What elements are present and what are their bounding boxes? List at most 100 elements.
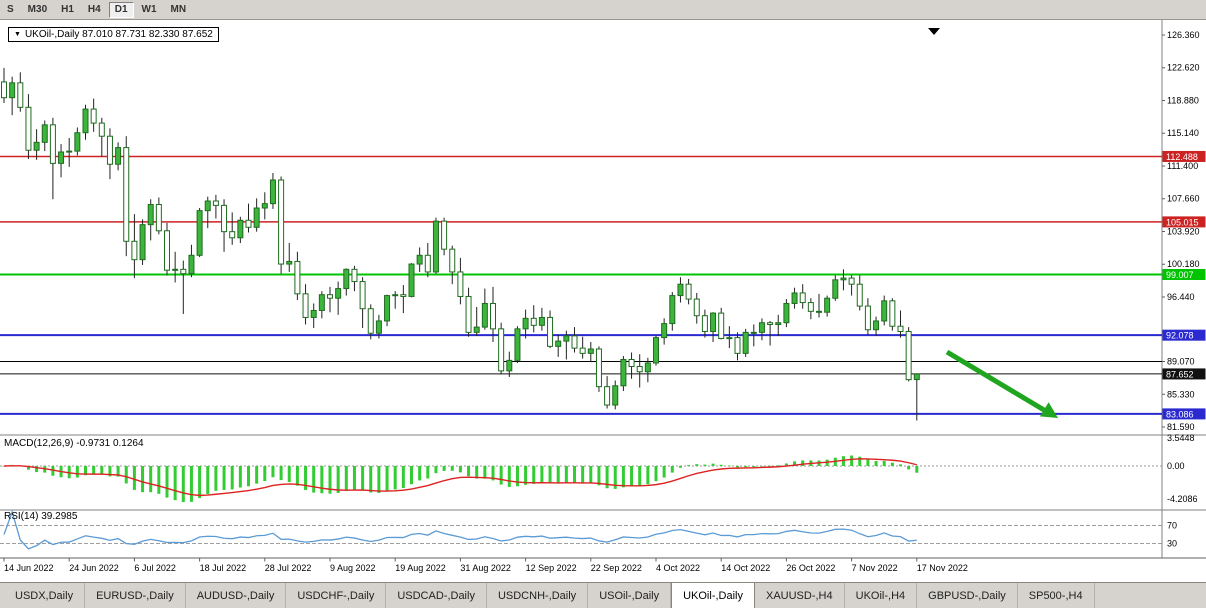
price-axis-tick: 118.880	[1167, 95, 1199, 105]
date-axis-label: 26 Oct 2022	[786, 563, 835, 573]
chart-area: 126.360 122.620 118.880 115.140 111.400 107.6…	[0, 20, 1206, 582]
chart-tab-ukoil-daily[interactable]: UKOil-,Daily	[671, 582, 755, 608]
chart-tab-xauusd-h4[interactable]: XAUUSD-,H4	[755, 583, 845, 608]
chart-tab-usdx-daily[interactable]: USDX,Daily	[4, 583, 86, 608]
macd-histogram-bar	[352, 466, 356, 490]
chart-tab-ukoil-h4[interactable]: UKOil-,H4	[845, 583, 918, 608]
macd-histogram-bar	[866, 459, 870, 466]
macd-histogram-bar	[670, 466, 674, 473]
price-axis-tick: 126.360	[1167, 30, 1200, 40]
price-badges: 112.488 105.015 99.007 92.078 87.652 83.086	[1162, 150, 1206, 420]
macd-histogram-bar	[841, 456, 845, 466]
timeframe-button-h4[interactable]: H4	[87, 3, 101, 15]
price-badge-label: 92.078	[1166, 331, 1194, 341]
chart-tab-usdchf-daily[interactable]: USDCHF-,Daily	[286, 583, 387, 608]
macd-histogram-bar	[784, 463, 788, 466]
macd-histogram-bar	[776, 465, 780, 466]
chart-tab-eurusd-daily[interactable]: EURUSD-,Daily	[85, 583, 186, 608]
macd-histogram-bar	[230, 466, 234, 490]
macd-histogram-bar	[540, 466, 544, 483]
date-axis-label: 12 Sep 2022	[526, 563, 577, 573]
macd-histogram-bar	[279, 466, 283, 481]
macd-histogram-bar	[434, 466, 438, 474]
macd-histogram-bar	[695, 464, 699, 466]
macd-histogram-bar	[328, 466, 332, 494]
macd-histogram-bar	[768, 465, 772, 467]
macd-histogram-bar	[206, 466, 210, 495]
macd-axis-tick: 0.00	[1167, 461, 1185, 471]
chart-title-box: ▼ UKOil-,Daily 87.010 87.731 82.330 87.65…	[8, 27, 219, 42]
timeframe-button-s[interactable]: S	[7, 3, 14, 15]
chart-tab-usoil-daily[interactable]: USOil-,Daily	[588, 583, 672, 608]
macd-histogram-bar	[687, 465, 691, 466]
chart-tab-usdcad-daily[interactable]: USDCAD-,Daily	[386, 583, 487, 608]
macd-histogram-bar	[116, 466, 120, 477]
rsi-axis-tick: 70	[1167, 521, 1177, 531]
price-axis-tick: 100.180	[1167, 259, 1200, 269]
macd-histogram-bar	[157, 466, 161, 494]
macd-histogram-bar	[2, 466, 6, 467]
macd-histogram-bar	[703, 464, 707, 466]
price-scale[interactable]: 126.360 122.620 118.880 115.140 111.400 107.6…	[1162, 30, 1200, 549]
date-axis-label: 28 Jul 2022	[265, 563, 312, 573]
timeframe-button-m30[interactable]: M30	[27, 3, 48, 15]
date-axis[interactable]: 14 Jun 2022 24 Jun 2022 6 Jul 2022 18 Jul 2…	[3, 558, 968, 573]
scroll-marker-icon[interactable]	[928, 28, 940, 35]
price-axis-tick: 96.440	[1167, 292, 1195, 302]
macd-histogram-bar	[361, 466, 365, 491]
price-badge-label: 105.015	[1166, 217, 1199, 227]
macd-histogram-bar	[564, 466, 568, 483]
timeframe-button-d1[interactable]: D1	[108, 1, 134, 18]
arrow-head-icon	[1039, 402, 1058, 418]
macd-histogram-bar	[287, 466, 291, 483]
price-badge-label: 83.086	[1166, 409, 1194, 419]
macd-histogram-bar	[189, 466, 193, 502]
chart-tab-sp500-h4[interactable]: SP500-,H4	[1018, 583, 1095, 608]
macd-histogram-bar	[377, 466, 381, 493]
chart-dropdown-icon[interactable]: ▼	[14, 31, 21, 38]
macd-histogram-bar	[238, 466, 242, 488]
macd-histogram-bar	[711, 463, 715, 466]
macd-histogram-bar	[418, 466, 422, 481]
macd-histogram-bar	[581, 466, 585, 484]
horizontal-lines-layer[interactable]	[0, 155, 1162, 415]
macd-histogram-bar	[899, 464, 902, 466]
macd-histogram-bar	[850, 455, 854, 466]
price-badge	[1162, 269, 1206, 281]
chart-tab-usdcnh-daily[interactable]: USDCNH-,Daily	[487, 583, 589, 608]
macd-pane	[0, 455, 1162, 503]
macd-histogram-bar	[336, 466, 340, 493]
price-badge-label: 87.652	[1166, 369, 1194, 379]
timeframe-button-mn[interactable]: MN	[170, 3, 187, 15]
chart-tab-audusd-daily[interactable]: AUDUSD-,Daily	[186, 583, 287, 608]
trend-arrow-annotation[interactable]	[945, 349, 1058, 418]
timeframe-button-w1[interactable]: W1	[141, 3, 157, 15]
chart-canvas[interactable]: 126.360 122.620 118.880 115.140 111.400 107.6…	[0, 20, 1206, 582]
price-badge	[1162, 216, 1206, 228]
macd-histogram-bar	[426, 466, 430, 479]
macd-histogram-bar	[890, 462, 894, 466]
macd-histogram-bar	[874, 461, 878, 466]
timeframe-button-h1[interactable]: H1	[61, 3, 74, 15]
price-badge	[1162, 368, 1206, 380]
price-axis-tick: 89.070	[1167, 357, 1195, 367]
macd-histogram-bar	[385, 466, 389, 492]
macd-axis-tick: -4.2086	[1167, 494, 1198, 504]
rsi-indicator-label: RSI(14) 39.2985	[4, 511, 78, 522]
macd-histogram-bar	[638, 466, 642, 486]
macd-histogram-bar	[124, 466, 128, 484]
price-axis-tick: 103.920	[1167, 226, 1200, 236]
macd-signal-line	[3, 458, 917, 497]
macd-histogram-bar	[173, 466, 177, 501]
macd-histogram-bar	[507, 466, 511, 487]
date-axis-label: 4 Oct 2022	[656, 563, 700, 573]
macd-histogram-bar	[67, 466, 71, 479]
chart-tab-gbpusd-daily[interactable]: GBPUSD-,Daily	[917, 583, 1018, 608]
macd-histogram-bar	[393, 466, 397, 490]
date-axis-label: 18 Jul 2022	[200, 563, 247, 573]
macd-histogram-bar	[801, 460, 805, 466]
macd-histogram-bar	[483, 466, 487, 479]
macd-histogram-bar	[181, 466, 185, 503]
macd-histogram-bar	[662, 466, 666, 478]
macd-histogram-bar	[613, 466, 617, 489]
